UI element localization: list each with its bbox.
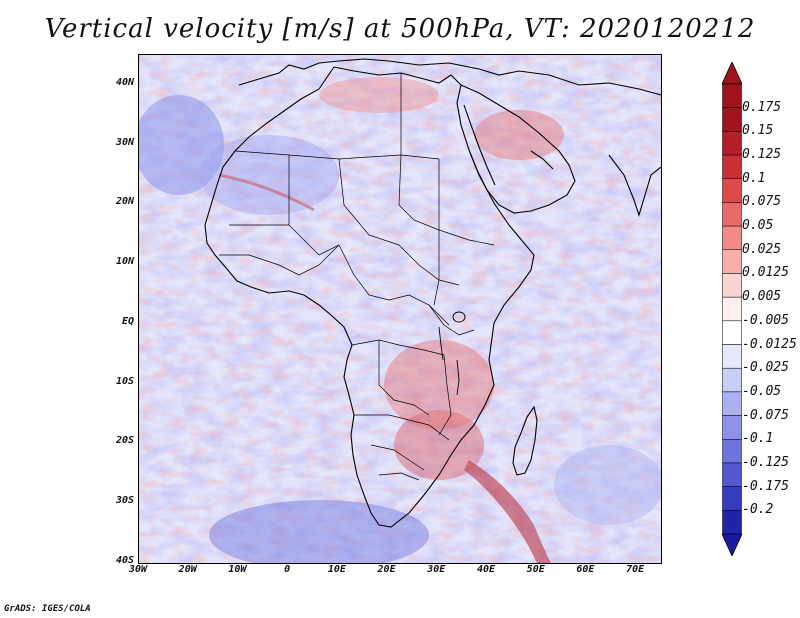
colorbar — [722, 62, 742, 556]
lon-tick-label: 0 — [284, 564, 291, 575]
lon-tick-label: 10W — [228, 564, 247, 575]
map-noise-red — [139, 55, 661, 563]
colorbar-level-label: 0.0125 — [742, 265, 789, 281]
madagascar-coastline — [512, 405, 538, 476]
colorbar-level-label: -0.175 — [742, 478, 789, 494]
lon-tick-label: 50E — [526, 564, 545, 575]
lon-tick-label: 30E — [427, 564, 446, 575]
colorbar-level-label: 0.05 — [742, 218, 774, 234]
colorbar-box — [722, 249, 742, 274]
patch-central-africa-rising — [384, 340, 494, 430]
lon-tick-label: 10E — [327, 564, 346, 575]
colorbar-level-label: 0.025 — [742, 241, 782, 257]
band-west-africa — [218, 173, 315, 212]
colorbar-level-label: -0.1 — [742, 431, 774, 447]
colorbar-box — [722, 344, 742, 369]
lon-tick-label: 40E — [476, 564, 496, 575]
lon-tick-label: 20E — [377, 564, 396, 575]
arabia-coastline — [460, 84, 576, 214]
persian-gulf — [530, 150, 554, 170]
lat-tick-label: 40N — [115, 76, 134, 88]
colorbar-level-label: -0.075 — [742, 407, 789, 423]
colorbar-box — [722, 202, 742, 227]
colorbar-level-label: 0.1 — [742, 170, 766, 186]
lat-tick-label: 40S — [115, 555, 134, 566]
lake-victoria — [452, 311, 466, 323]
colorbar-box — [722, 439, 742, 464]
colorbar-box — [722, 391, 742, 416]
india-coastline — [608, 154, 661, 217]
colorbar-level-label: 0.175 — [742, 99, 782, 115]
colorbar-box — [722, 225, 742, 251]
colorbar-level-label: -0.05 — [742, 383, 782, 399]
patch-southern-africa-rising — [394, 410, 484, 480]
velocity-patches — [139, 77, 661, 563]
lakes — [438, 311, 466, 396]
coastlines — [204, 58, 661, 528]
colorbar-box — [722, 83, 742, 108]
colorbar-box — [722, 131, 742, 156]
lon-tick-label: 60E — [576, 564, 595, 575]
colorbar-box — [722, 107, 742, 132]
colorbar-box — [722, 320, 742, 345]
colorbar-bottom-arrow — [722, 533, 742, 556]
grads-credit: GrADS: IGES/COLA — [4, 604, 91, 614]
patch-mediterranean-rising — [319, 77, 439, 113]
lat-tick-label: 30N — [115, 136, 134, 148]
colorbar-box — [722, 486, 742, 511]
lake-tanganyika — [438, 326, 444, 361]
lat-tick-label: 20N — [115, 196, 134, 208]
patch-south-atlantic-sinking — [209, 500, 429, 563]
chart-title: Vertical velocity [m/s] at 500hPa, VT: 2… — [44, 14, 756, 44]
velocity-map — [139, 55, 661, 563]
lat-tick-label: EQ — [121, 315, 134, 327]
colorbar-box — [722, 296, 742, 322]
colorbar-level-label: -0.005 — [742, 312, 789, 328]
colorbar-box — [722, 415, 742, 440]
lat-tick-label: 10N — [115, 256, 134, 268]
colorbar-level-label: 0.075 — [742, 194, 782, 210]
lon-tick-label: 30W — [128, 564, 148, 575]
colorbar-level-label: -0.0125 — [742, 336, 797, 352]
patch-north-atlantic-sinking — [139, 95, 224, 195]
colorbar-top-arrow — [722, 62, 742, 85]
colorbar-box — [722, 178, 742, 203]
colorbar-level-label: 0.15 — [742, 123, 774, 139]
country-borders — [219, 73, 495, 481]
lake-malawi — [456, 359, 460, 396]
lon-tick-label: 70E — [626, 564, 645, 575]
red-sea — [463, 104, 496, 186]
colorbar-level-label: -0.025 — [742, 360, 789, 376]
colorbar-level-label: -0.125 — [742, 454, 789, 470]
map-panel — [138, 54, 662, 564]
colorbar-box — [722, 367, 742, 393]
europe-coastline — [238, 58, 661, 96]
patch-sahara-sinking — [199, 135, 339, 215]
lat-tick-label: 20S — [115, 435, 134, 447]
band-southeast-front — [464, 460, 551, 563]
colorbar-box — [722, 154, 742, 179]
colorbar-box — [722, 273, 742, 298]
colorbar-box — [722, 510, 742, 535]
colorbar-box — [722, 462, 742, 487]
colorbar-level-label: 0.125 — [742, 147, 782, 163]
lon-tick-label: 20W — [178, 564, 197, 575]
colorbar-level-label: -0.2 — [742, 502, 774, 518]
lat-tick-label: 30S — [115, 495, 134, 507]
patch-middle-east-rising — [474, 110, 564, 160]
patch-indian-ocean-sinking — [554, 445, 661, 525]
colorbar-level-label: 0.005 — [742, 289, 782, 305]
lat-tick-label: 10S — [115, 375, 134, 387]
